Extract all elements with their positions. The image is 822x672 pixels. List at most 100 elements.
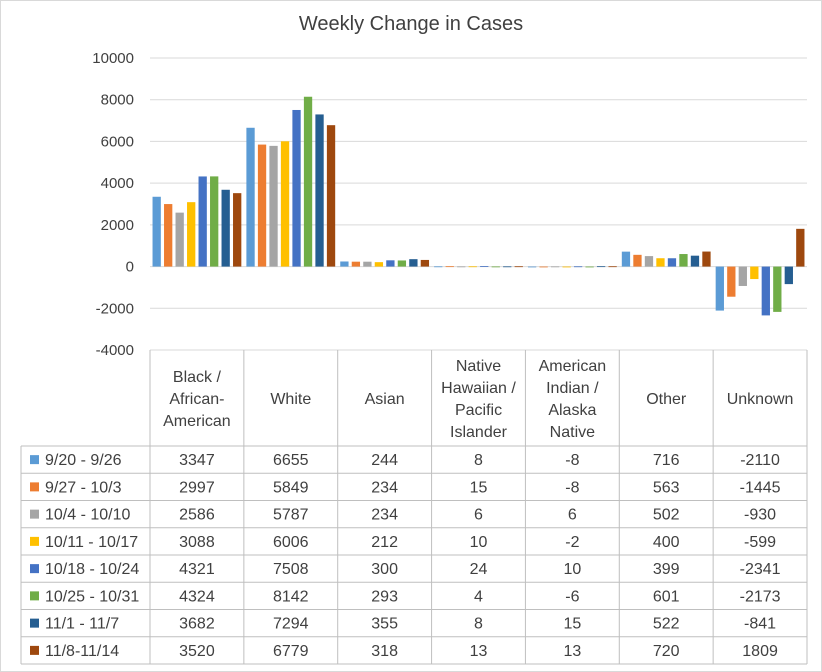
category-label: Other: [646, 391, 687, 408]
data-label: 234: [371, 507, 398, 524]
data-label: 4: [474, 588, 483, 605]
legend-key: [30, 482, 39, 492]
legend-key: [30, 618, 39, 628]
bar: [585, 266, 594, 268]
bar: [738, 266, 747, 286]
series-name: 9/20 - 9/26: [45, 452, 122, 469]
data-label: -841: [744, 616, 776, 633]
bar: [187, 202, 196, 267]
bar: [351, 261, 361, 267]
data-label: 6655: [273, 452, 309, 469]
data-table: Black / African-American White Asian Native H…: [20, 350, 808, 665]
y-tick-label: 10000: [92, 50, 134, 67]
data-label: 15: [470, 479, 488, 496]
y-tick-label: 4000: [101, 175, 134, 192]
series-name: 10/18 - 10/24: [45, 561, 139, 578]
data-label: -930: [744, 507, 776, 524]
bar: [326, 125, 336, 267]
bar: [175, 212, 184, 267]
data-label: 2997: [179, 479, 215, 496]
bar: [562, 266, 571, 268]
bar: [409, 259, 418, 267]
data-label: 6779: [273, 643, 309, 660]
bar: [420, 259, 430, 267]
category-label: White: [270, 391, 311, 408]
series-name: 10/25 - 10/31: [45, 588, 139, 605]
y-tick-label: 8000: [101, 92, 134, 109]
bar: [690, 255, 700, 267]
bar: [434, 266, 443, 268]
series-name: 9/27 - 10/3: [45, 479, 122, 496]
data-label: 6: [474, 507, 483, 524]
data-label: 2586: [179, 507, 215, 524]
bar: [386, 260, 395, 267]
data-label: 244: [371, 452, 398, 469]
bar: [550, 266, 560, 268]
data-label: 3682: [179, 616, 215, 633]
bar: [315, 114, 324, 267]
category-label: Black / African-American: [163, 369, 231, 430]
data-label: -8: [565, 452, 579, 469]
data-label: -2173: [740, 588, 781, 605]
y-tick-label: 2000: [101, 217, 134, 234]
bar: [280, 141, 290, 267]
bar: [491, 266, 500, 268]
bar: [573, 266, 583, 268]
bars: [152, 96, 805, 316]
y-tick-label: 6000: [101, 133, 134, 150]
data-label: 720: [653, 643, 680, 660]
bar: [773, 266, 782, 312]
bar: [164, 204, 173, 267]
data-label: 716: [653, 452, 680, 469]
bar: [667, 258, 677, 267]
bar: [514, 266, 523, 268]
data-label: 10: [563, 561, 581, 578]
data-label: 5787: [273, 507, 309, 524]
legend-key: [30, 455, 39, 465]
bar: [269, 145, 278, 267]
bar: [152, 196, 161, 267]
series-name: 10/4 - 10/10: [45, 507, 131, 524]
y-tick-label: 0: [126, 259, 134, 276]
data-label: 502: [653, 507, 680, 524]
bar: [539, 266, 548, 268]
bar: [784, 266, 793, 285]
data-label: 400: [653, 534, 680, 551]
bar: [761, 266, 770, 316]
bar: [702, 251, 711, 267]
data-label: 24: [470, 561, 488, 578]
data-label: -2341: [740, 561, 781, 578]
data-label: 8142: [273, 588, 309, 605]
legend-key: [30, 564, 39, 574]
data-label: 13: [563, 643, 581, 660]
y-tick-label: -2000: [96, 300, 134, 317]
bar: [644, 256, 654, 267]
data-label: 601: [653, 588, 680, 605]
bar: [457, 266, 466, 268]
data-label: 4321: [179, 561, 215, 578]
legend-key: [30, 645, 39, 655]
bar: [480, 266, 489, 267]
bar: [656, 258, 665, 267]
bar: [363, 261, 372, 267]
bar: [198, 176, 207, 267]
bar: [468, 266, 477, 268]
bar: [210, 176, 219, 267]
data-label: 3520: [179, 643, 215, 660]
data-label: 3347: [179, 452, 215, 469]
bar: [596, 266, 606, 268]
data-label: 318: [371, 643, 398, 660]
data-label: -599: [744, 534, 776, 551]
bar: [503, 266, 512, 268]
data-label: -2: [565, 534, 579, 551]
data-label: 3088: [179, 534, 215, 551]
bar: [715, 266, 724, 311]
data-label: 6: [568, 507, 577, 524]
bar: [527, 266, 537, 268]
y-axis-ticks: -4000 -2000 0 2000 4000 6000 8000 10000: [92, 50, 134, 359]
data-label: -2110: [740, 452, 780, 469]
legend-key: [30, 591, 39, 601]
category-label: Asian: [365, 391, 405, 408]
data-label: 7508: [273, 561, 309, 578]
